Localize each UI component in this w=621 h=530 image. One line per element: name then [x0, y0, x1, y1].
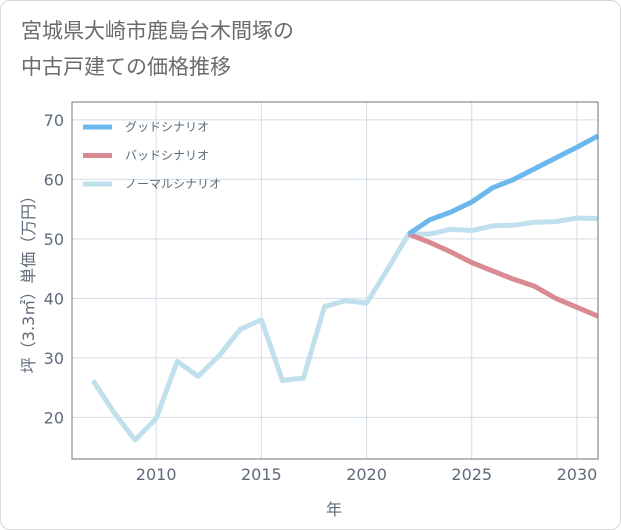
plot-frame — [71, 101, 599, 460]
legend-label-bad: バッドシナリオ — [125, 149, 209, 163]
y-tick-label-30: 30 — [44, 349, 64, 368]
y-tick-label-70: 70 — [44, 111, 64, 130]
legend-label-normal: ノーマルシナリオ — [125, 177, 221, 191]
y-axis-label: 坪（3.3㎡）単価（万円） — [19, 188, 38, 373]
chart-title-line-2: 中古戸建ての価格推移 — [21, 55, 231, 79]
chart-title-line-1: 宮城県大崎市鹿島台木間塚の — [21, 19, 294, 43]
y-tick-label-20: 20 — [44, 408, 64, 427]
y-tick-label-50: 50 — [44, 230, 64, 249]
x-tick-label-2030: 2030 — [557, 465, 598, 484]
x-tick-label-2025: 2025 — [451, 465, 492, 484]
series-line-good — [407, 133, 600, 237]
y-tick-label-40: 40 — [44, 289, 64, 308]
grid-lines — [72, 102, 598, 459]
legend-label-good: グッドシナリオ — [125, 120, 209, 134]
x-tick-label-2020: 2020 — [346, 465, 387, 484]
x-tick-label-2015: 2015 — [241, 465, 282, 484]
chart-title: 宮城県大崎市鹿島台木間塚の 中古戸建ての価格推移 — [21, 13, 294, 85]
series-line-normal — [90, 215, 599, 443]
series-line-bad — [407, 231, 599, 319]
series-layer — [90, 133, 600, 443]
x-axis-label: 年 — [326, 500, 342, 519]
x-tick-label-2010: 2010 — [136, 465, 177, 484]
y-tick-label-60: 60 — [44, 170, 64, 189]
